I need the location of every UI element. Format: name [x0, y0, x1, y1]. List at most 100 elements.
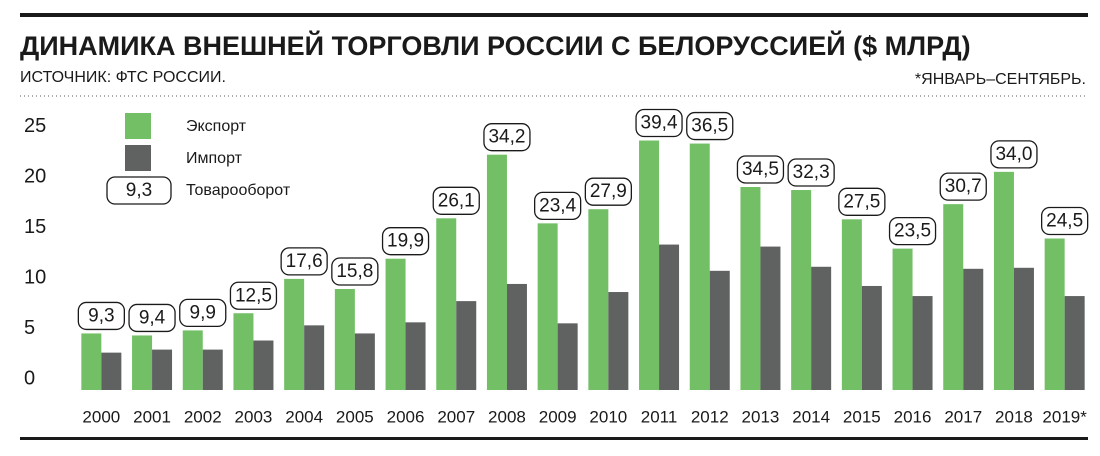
- export-bar: [740, 186, 761, 390]
- total-label: 9,4: [139, 307, 166, 328]
- total-label-box: [229, 281, 278, 310]
- export-bar: [841, 219, 862, 390]
- x-tick-label: 2005: [336, 407, 374, 426]
- x-tick-label: 2001: [133, 407, 171, 426]
- x-tick-label: 2008: [488, 407, 526, 426]
- x-tick-label: 2019*: [1042, 407, 1087, 426]
- export-bar: [892, 248, 913, 390]
- import-bar: [354, 333, 375, 390]
- total-label-box: [1041, 206, 1089, 236]
- import-bar: [557, 323, 578, 390]
- total-label: 24,5: [1046, 211, 1083, 232]
- export-bar: [81, 333, 102, 390]
- export-bar: [132, 335, 153, 390]
- total-label-box: [736, 155, 785, 184]
- total-label-box: [787, 158, 835, 187]
- total-label-box: [635, 108, 683, 138]
- total-label-box: [77, 301, 125, 331]
- total-label: 34,5: [742, 159, 779, 180]
- legend-swatch: [125, 113, 151, 139]
- export-bar: [537, 223, 558, 390]
- import-bar: [152, 349, 173, 390]
- total-label-box: [686, 111, 734, 141]
- import-bar: [709, 270, 730, 390]
- import-bar: [304, 325, 325, 390]
- import-bar: [253, 340, 274, 390]
- import-bar: [912, 296, 933, 390]
- export-bar: [486, 154, 507, 390]
- x-tick-label: 2004: [285, 407, 323, 426]
- export-bar: [689, 143, 710, 390]
- export-bar: [284, 278, 305, 390]
- import-bar: [760, 246, 781, 390]
- import-bar: [963, 268, 984, 390]
- total-label: 34,2: [488, 127, 525, 148]
- legend-box: [106, 176, 172, 205]
- y-tick-label: 5: [24, 317, 35, 339]
- x-tick-label: 2015: [843, 407, 881, 426]
- total-label-box: [990, 140, 1038, 169]
- x-tick-label: 2000: [82, 407, 120, 426]
- x-tick-label: 2016: [894, 407, 932, 426]
- total-label-box: [483, 123, 531, 152]
- x-tick-label: 2013: [742, 407, 780, 426]
- y-tick-label: 10: [24, 266, 46, 288]
- x-tick-label: 2006: [387, 407, 425, 426]
- subtitle: ИСТОЧНИК: ФТС РОССИИ.: [20, 69, 226, 86]
- export-bar: [791, 190, 812, 390]
- total-label-box: [128, 303, 176, 333]
- bottom-rule: [20, 437, 1088, 440]
- total-label-box: [179, 298, 227, 328]
- x-tick-label: 2011: [641, 407, 678, 426]
- import-bar: [506, 283, 527, 390]
- total-label: 23,4: [539, 195, 576, 216]
- export-bar: [233, 313, 254, 390]
- legend-label: Товарооборот: [186, 182, 291, 199]
- total-label: 26,1: [438, 190, 475, 211]
- total-label-box: [280, 247, 328, 276]
- total-label-box: [432, 186, 480, 215]
- import-bar: [405, 322, 426, 390]
- x-tick-label: 2017: [944, 407, 982, 426]
- export-bar: [943, 204, 964, 390]
- y-tick-label: 0: [24, 367, 35, 389]
- total-label: 23,5: [894, 221, 931, 242]
- total-label: 27,9: [590, 181, 627, 202]
- top-rule: [20, 13, 1088, 17]
- import-bar: [202, 349, 223, 390]
- total-label: 15,8: [336, 261, 373, 282]
- import-bar: [861, 285, 882, 390]
- legend-swatch: [125, 145, 151, 171]
- legend-label: Импорт: [186, 150, 243, 167]
- import-bar: [101, 352, 122, 390]
- note: *ЯНВАРЬ–СЕНТЯБРЬ.: [915, 71, 1086, 88]
- total-label-box: [534, 191, 582, 221]
- total-label-box: [331, 257, 379, 286]
- y-tick-label: 15: [24, 216, 46, 238]
- x-tick-label: 2003: [235, 407, 273, 426]
- import-bar: [1013, 267, 1034, 390]
- export-bar: [385, 258, 406, 390]
- export-bar: [182, 330, 203, 390]
- export-bar: [1044, 238, 1065, 390]
- total-label: 19,9: [387, 231, 424, 252]
- total-label-box: [888, 216, 937, 246]
- total-label-box: [381, 227, 430, 256]
- total-label: 36,5: [691, 116, 728, 137]
- import-bar: [456, 301, 477, 390]
- x-tick-label: 2014: [792, 407, 830, 426]
- x-tick-label: 2002: [184, 407, 222, 426]
- y-tick-label: 25: [24, 115, 46, 137]
- total-label: 27,5: [843, 191, 880, 212]
- legend-box-label: 9,3: [126, 180, 152, 201]
- import-bar: [608, 292, 629, 390]
- total-label: 30,7: [945, 176, 982, 197]
- export-bar: [639, 140, 660, 390]
- export-bar: [993, 171, 1014, 390]
- export-bar: [588, 209, 609, 390]
- total-label-box: [584, 177, 632, 206]
- x-tick-label: 2007: [437, 407, 475, 426]
- import-bar: [659, 244, 680, 390]
- legend-label: Экспорт: [186, 118, 247, 135]
